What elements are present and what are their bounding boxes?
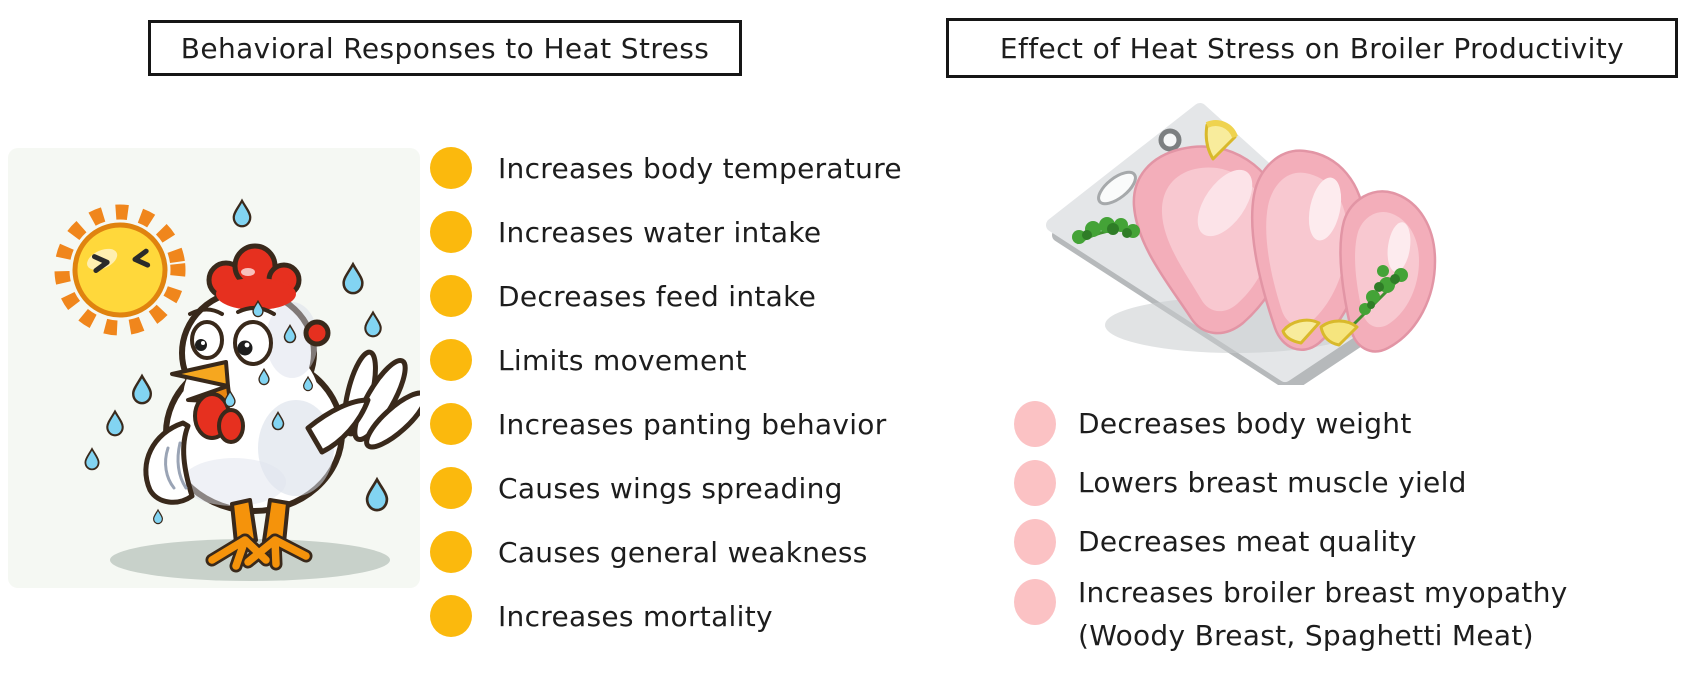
bullet-dot xyxy=(430,595,472,637)
list-item: Causes general weakness xyxy=(430,520,902,584)
board-handle-slot xyxy=(1097,170,1137,206)
chicken-heat-stress-art xyxy=(8,148,428,588)
right-title-box: Effect of Heat Stress on Broiler Product… xyxy=(946,18,1678,78)
lemon-wedge xyxy=(1281,318,1359,347)
chicken-breast xyxy=(1250,149,1367,352)
list-item: Decreases body weight xyxy=(1014,394,1568,453)
chicken-breast-illustration xyxy=(985,85,1455,392)
lemon-wedge xyxy=(1204,120,1238,161)
left-panel-title: Behavioral Responses to Heat Stress xyxy=(180,31,710,65)
right-panel-title: Effect of Heat Stress on Broiler Product… xyxy=(999,31,1625,65)
bullet-dot xyxy=(430,211,472,253)
list-item: Lowers breast muscle yield xyxy=(1014,453,1568,512)
list-item: Causes wings spreading xyxy=(430,456,902,520)
bullet-dot xyxy=(1014,400,1056,447)
board-hole xyxy=(1158,128,1182,152)
bullet-dot xyxy=(430,403,472,445)
list-item: Increases mortality xyxy=(430,584,902,648)
list-item: Increases panting behavior xyxy=(430,392,902,456)
list-item: Decreases feed intake xyxy=(430,264,902,328)
list-item: Increases body temperature xyxy=(430,136,902,200)
bullet-dot xyxy=(1014,518,1056,565)
list-item: Limits movement xyxy=(430,328,902,392)
list-item: Increases water intake xyxy=(430,200,902,264)
left-title-box: Behavioral Responses to Heat Stress xyxy=(148,20,742,76)
bullet-dot xyxy=(430,275,472,317)
parsley-sprig xyxy=(1072,217,1140,245)
behavioral-responses-list: Increases body temperature Increases wat… xyxy=(430,136,902,648)
chicken-breast xyxy=(1132,145,1289,335)
bullet-dot xyxy=(430,147,472,189)
cutting-board-art xyxy=(1046,103,1437,392)
eyes xyxy=(188,306,276,366)
bullet-dot xyxy=(430,467,472,509)
productivity-effects-list: Decreases body weight Lowers breast musc… xyxy=(1014,394,1568,667)
chicken-figure xyxy=(143,243,428,573)
wattle xyxy=(193,392,245,444)
list-item: Decreases meat quality xyxy=(1014,512,1568,571)
list-item-text: Increases broiler breast myopathy (Woody… xyxy=(1078,576,1568,652)
legs xyxy=(205,498,313,573)
list-item: Increases broiler breast myopathy (Woody… xyxy=(1014,571,1568,667)
bullet-dot xyxy=(1014,459,1056,506)
bullet-dot xyxy=(430,531,472,573)
bullet-dot xyxy=(430,339,472,381)
sweating-chicken-illustration xyxy=(8,148,428,594)
bullet-dot xyxy=(1014,579,1056,625)
